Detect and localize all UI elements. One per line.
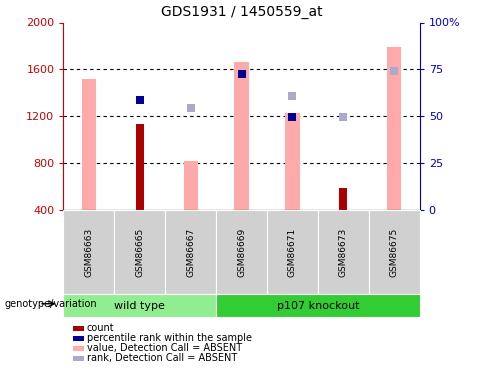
Title: GDS1931 / 1450559_at: GDS1931 / 1450559_at xyxy=(161,5,323,19)
Text: value, Detection Call = ABSENT: value, Detection Call = ABSENT xyxy=(87,344,242,353)
Bar xyxy=(82,79,96,210)
Text: GSM86667: GSM86667 xyxy=(186,228,195,277)
Text: genotype/variation: genotype/variation xyxy=(5,299,98,309)
Bar xyxy=(63,294,216,317)
Bar xyxy=(216,210,267,294)
Bar xyxy=(285,113,300,210)
Bar xyxy=(318,210,369,294)
Text: GSM86673: GSM86673 xyxy=(339,228,348,277)
Text: count: count xyxy=(87,323,115,333)
Bar xyxy=(183,161,198,210)
Bar xyxy=(165,210,216,294)
Bar xyxy=(216,294,420,317)
Bar xyxy=(114,210,165,294)
Text: percentile rank within the sample: percentile rank within the sample xyxy=(87,333,252,343)
Text: GSM86675: GSM86675 xyxy=(390,228,399,277)
Bar xyxy=(234,62,249,210)
Text: rank, Detection Call = ABSENT: rank, Detection Call = ABSENT xyxy=(87,354,237,363)
Bar xyxy=(267,210,318,294)
Text: GSM86671: GSM86671 xyxy=(288,228,297,277)
Text: wild type: wild type xyxy=(114,301,165,310)
Text: GSM86665: GSM86665 xyxy=(135,228,144,277)
Text: GSM86669: GSM86669 xyxy=(237,228,246,277)
Bar xyxy=(369,210,420,294)
Bar xyxy=(339,188,347,210)
Text: p107 knockout: p107 knockout xyxy=(277,301,359,310)
Text: GSM86663: GSM86663 xyxy=(84,228,93,277)
Bar xyxy=(387,47,401,210)
Bar xyxy=(63,210,114,294)
Bar xyxy=(136,124,144,210)
